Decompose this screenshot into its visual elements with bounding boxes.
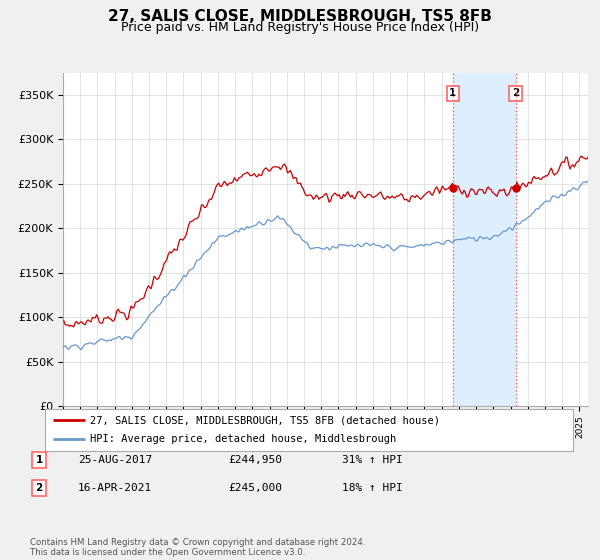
- Text: Contains HM Land Registry data © Crown copyright and database right 2024.
This d: Contains HM Land Registry data © Crown c…: [30, 538, 365, 557]
- Text: 27, SALIS CLOSE, MIDDLESBROUGH, TS5 8FB: 27, SALIS CLOSE, MIDDLESBROUGH, TS5 8FB: [108, 9, 492, 24]
- Text: HPI: Average price, detached house, Middlesbrough: HPI: Average price, detached house, Midd…: [90, 435, 396, 445]
- Text: Price paid vs. HM Land Registry's House Price Index (HPI): Price paid vs. HM Land Registry's House …: [121, 21, 479, 34]
- Text: 27, SALIS CLOSE, MIDDLESBROUGH, TS5 8FB (detached house): 27, SALIS CLOSE, MIDDLESBROUGH, TS5 8FB …: [90, 415, 440, 425]
- Text: 2: 2: [35, 483, 43, 493]
- Text: 1: 1: [449, 88, 457, 98]
- Text: 31% ↑ HPI: 31% ↑ HPI: [342, 455, 403, 465]
- Text: 16-APR-2021: 16-APR-2021: [78, 483, 152, 493]
- Bar: [453, 73, 515, 406]
- Text: 2: 2: [512, 88, 519, 98]
- Text: 25-AUG-2017: 25-AUG-2017: [78, 455, 152, 465]
- Text: 18% ↑ HPI: 18% ↑ HPI: [342, 483, 403, 493]
- Text: £244,950: £244,950: [228, 455, 282, 465]
- Text: 1: 1: [35, 455, 43, 465]
- Text: £245,000: £245,000: [228, 483, 282, 493]
